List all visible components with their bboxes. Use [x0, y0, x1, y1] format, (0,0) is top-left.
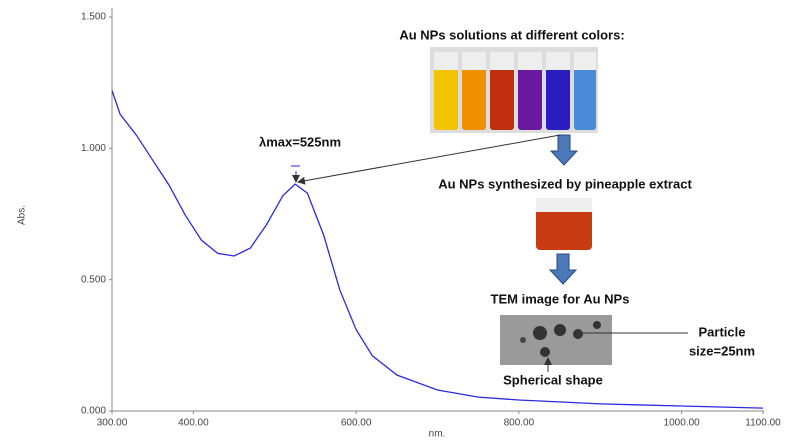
vial-photo	[430, 47, 598, 133]
tem-image	[500, 315, 612, 365]
annotation: Spherical shape	[503, 372, 603, 387]
y-tick-label: 0.000	[81, 406, 106, 417]
down-arrow	[549, 134, 579, 166]
x-tick-label: 800.00	[504, 418, 535, 429]
single-vial	[536, 198, 592, 250]
annotation: Au NPs synthesized by pineapple extract	[438, 176, 692, 191]
x-tick-label: 1100.00	[745, 418, 781, 429]
annotation: TEM image for Au NPs	[491, 291, 630, 306]
annotation: Au NPs solutions at different colors:	[399, 27, 624, 42]
x-tick-label: 400.00	[178, 418, 209, 429]
annotation: size=25nm	[689, 343, 755, 358]
down-arrow	[548, 253, 578, 285]
annotation: Particle	[699, 324, 746, 339]
annotation: λmax=525nm	[259, 134, 341, 149]
x-tick-label: 300.00	[97, 418, 128, 429]
y-axis-label: Abs.	[17, 205, 28, 225]
x-tick-label: 600.00	[341, 418, 372, 429]
x-axis-label: nm.	[429, 429, 446, 440]
spectrum-line	[111, 90, 764, 409]
y-tick-label: 0.500	[81, 274, 106, 285]
y-tick-label: 1.000	[81, 143, 106, 154]
pointer	[297, 134, 561, 185]
y-tick-label: 1.500	[81, 12, 106, 23]
x-tick-label: 1000.00	[664, 418, 701, 429]
